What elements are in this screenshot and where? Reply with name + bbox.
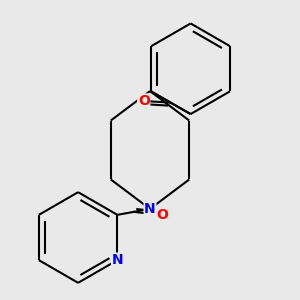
Text: N: N (144, 202, 156, 216)
Text: O: O (138, 94, 150, 108)
Text: O: O (156, 208, 168, 222)
Text: N: N (112, 253, 123, 267)
